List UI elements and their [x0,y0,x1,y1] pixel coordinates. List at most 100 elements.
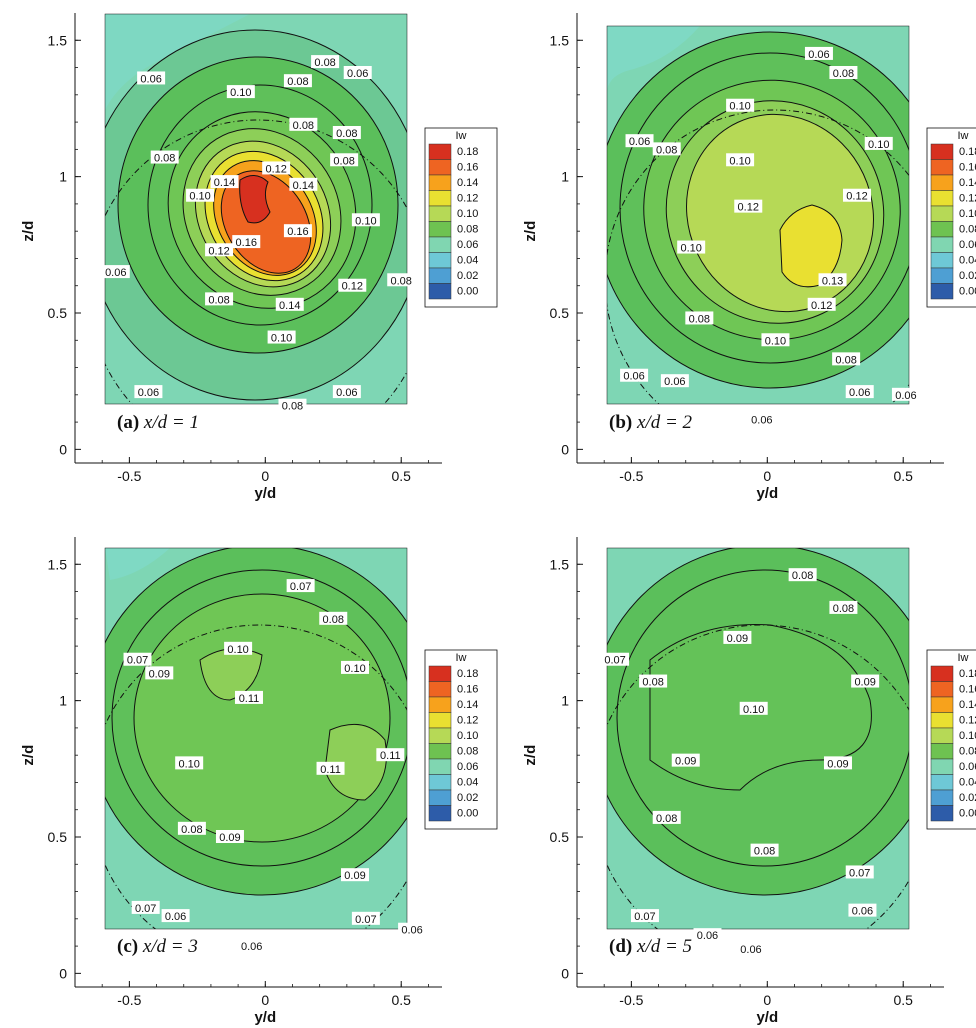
contour-label-text: 0.08 [754,846,775,858]
y-tick-label: 0 [59,441,67,457]
contour-label: 0.06 [693,928,722,942]
contour-label: 0.08 [150,150,179,165]
contour-label-box [761,333,790,347]
panel-c-colorbar: Iw 0.18 0.16 0.14 0.12 0.10 0.08 0.06 0.04 0.02 0.… [424,649,498,830]
contour-label-box [639,674,668,688]
contour-label-text: 0.06 [401,925,422,937]
y-axis-title: z/d [522,221,539,242]
contour-label-box [398,922,427,936]
panel-b-contour-labels: 0.06 0.08 0.10 0.10 0.06 0.08 0.10 0.12 0.12 0.10… [620,46,920,426]
contour-label-box [175,756,204,770]
contour-label: 0.10 [224,641,253,656]
contour-label: 0.07 [601,652,630,667]
colorbar-swatch [428,190,452,207]
colorbar-level-label: 0.04 [457,777,478,789]
contour-label: 0.08 [205,292,234,306]
colorbar-swatch [930,174,954,191]
x-tick-label: -0.5 [619,468,643,484]
contour-label-text: 0.07 [634,911,655,923]
contour-label-text: 0.08 [656,813,677,825]
contour-label-box [343,66,372,79]
contour-label: 0.12 [807,297,836,312]
y-axis-title: z/d [522,745,539,766]
panel-b-axes: -0.5 0 0.5 0 0.5 1 1.5 y/d z/d [522,13,944,502]
colorbar-level-label: 0.10 [457,730,478,742]
contour-label-text: 0.06 [347,68,368,80]
contour-label: 0.16 [283,224,312,238]
colorbar-level-label: 0.12 [959,715,976,727]
colorbar-level-label: 0.18 [959,668,976,680]
contour-label-text: 0.10 [271,333,292,345]
contour-label: 0.08 [283,74,312,88]
colorbar-level-label: 0.16 [959,162,976,174]
contour-label: 0.06 [660,374,689,388]
contour-label-box [630,909,659,923]
contour-label: 0.09 [851,674,880,689]
contour-label-box [338,278,367,292]
colorbar-level-label: 0.10 [457,208,478,220]
contour-label-box [278,398,307,412]
x-tick-label: 0 [261,992,269,1008]
colorbar-swatch [930,727,954,744]
y-tick-label: 0.5 [48,305,68,321]
colorbar-swatch [930,252,954,269]
colorbar-level-label: 0.06 [959,761,976,773]
contour-label-text: 0.11 [380,750,401,762]
contour-label: 0.09 [823,756,852,770]
colorbar-level-label: 0.14 [457,699,478,711]
panel-a: 0.06 0.10 0.08 0.08 0.06 0.08 0.08 0.08 0.08 0.12… [20,13,498,502]
contour-label-text: 0.09 [219,832,240,844]
contour-label: 0.11 [316,761,345,776]
contour-label-text: 0.09 [827,758,848,770]
contour-label: 0.10 [739,701,768,716]
colorbar-level-label: 0.00 [959,286,976,298]
contour-label-text: 0.06 [629,136,650,148]
contour-label-text: 0.11 [320,764,341,776]
contour-label: 0.08 [750,843,779,858]
contour-label: 0.08 [832,352,861,366]
y-tick-label: 1 [59,693,67,709]
contour-label: 0.08 [311,55,340,69]
contour-label-text: 0.06 [808,49,829,61]
contour-label: 0.06 [747,412,776,426]
colorbar-level-label: 0.18 [457,668,478,680]
contour-label: 0.08 [652,142,681,156]
colorbar-level-label: 0.10 [959,208,976,220]
panel-c-caption: (c) x/d = 3 [117,936,198,957]
contour-label: 0.08 [788,568,817,582]
contour-label-text: 0.10 [178,758,199,770]
colorbar-level-label: 0.12 [457,193,478,205]
contour-label-box [685,311,714,325]
contour-label-text: 0.07 [135,903,156,915]
contour-label-text: 0.16 [236,237,257,249]
contour-label-text: 0.09 [344,870,365,882]
colorbar-level-label: 0.14 [959,699,976,711]
contour-label-text: 0.10 [355,215,376,227]
panel-d-contour-labels: 0.08 0.08 0.09 0.07 0.08 0.09 0.10 0.09 0.09 0.08… [601,568,880,956]
contour-label-box [289,117,318,131]
contour-label: 0.14 [275,297,304,312]
colorbar-level-label: 0.04 [959,777,976,789]
contour-label-box [804,46,833,60]
contour-label-text: 0.09 [854,677,875,689]
y-tick-label: 1 [561,169,569,185]
contour-label: 0.06 [620,368,649,383]
contour-label-box [289,177,318,191]
contour-label-box [330,153,359,167]
contour-label-box [829,600,858,614]
colorbar-swatch [930,696,954,713]
y-tick-label: 1.5 [550,556,570,572]
colorbar-swatch [930,758,954,775]
contour-label-box [332,385,361,399]
colorbar-swatch [930,267,954,284]
contour-label: 0.09 [341,868,370,882]
x-axis-title: y/d [756,485,778,502]
contour-label: 0.10 [341,660,370,675]
contour-label-text: 0.07 [355,914,376,926]
contour-label-box [262,161,291,175]
contour-label-box [843,188,872,202]
contour-label: 0.09 [215,830,244,844]
contour-label-text: 0.08 [181,824,202,836]
contour-label: 0.14 [289,177,318,192]
